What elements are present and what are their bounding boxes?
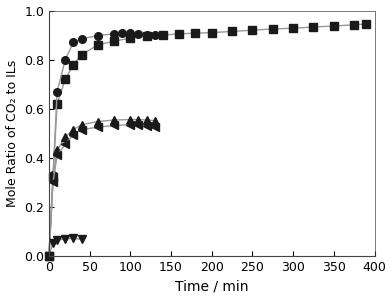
[TETA]L2 (144, 124, 149, 128)
[TETA]L (63, 77, 67, 81)
[DEA]L2 (79, 237, 84, 241)
Line: [DEA]L: [DEA]L (45, 116, 159, 260)
[TETA]L2 (51, 181, 55, 184)
[TETA][Tfa] (144, 33, 149, 36)
[TETA]L (364, 22, 369, 26)
X-axis label: Time / min: Time / min (175, 280, 249, 293)
[DEA]L (47, 254, 51, 258)
[TETA][Tfa] (71, 41, 76, 44)
[TETA]L (230, 30, 234, 33)
[DEA]L (55, 149, 60, 152)
[DEA]L2 (47, 254, 51, 258)
Line: [TETA]L: [TETA]L (45, 20, 370, 260)
[TETA]L (79, 53, 84, 57)
[TETA]L2 (136, 123, 141, 127)
[TETA]L (291, 26, 296, 30)
[TETA][Tfa] (152, 33, 157, 37)
[TETA][Tfa] (55, 90, 60, 93)
[TETA][Tfa] (63, 58, 67, 61)
Y-axis label: Mole Ratio of CO₂ to ILs: Mole Ratio of CO₂ to ILs (5, 60, 18, 207)
[TETA]L (128, 36, 133, 40)
[DEA]L2 (55, 238, 60, 242)
[TETA]L (193, 31, 198, 35)
[DEA]L (128, 118, 133, 121)
[TETA]L (112, 39, 116, 43)
[TETA]L (71, 63, 76, 66)
[TETA]L2 (152, 125, 157, 129)
[TETA]L (311, 25, 316, 29)
[TETA]L2 (55, 154, 60, 157)
[TETA]L2 (47, 254, 51, 258)
[TETA]L (55, 102, 60, 106)
[TETA][Tfa] (112, 32, 116, 36)
[TETA][Tfa] (120, 31, 125, 35)
Line: [TETA][Tfa]: [TETA][Tfa] (45, 29, 159, 260)
[TETA]L2 (112, 124, 116, 127)
[TETA][Tfa] (136, 32, 141, 36)
[TETA]L (161, 33, 165, 37)
[DEA]L (71, 128, 76, 131)
[DEA]L (79, 123, 84, 126)
[TETA]L (332, 24, 336, 28)
[DEA]L (112, 118, 116, 122)
[DEA]L2 (71, 237, 76, 240)
[TETA]L (95, 43, 100, 47)
[TETA]L (352, 23, 356, 27)
[TETA]L (144, 35, 149, 38)
[TETA]L (51, 176, 55, 179)
[TETA]L2 (128, 123, 133, 126)
[DEA]L (63, 135, 67, 139)
[DEA]L2 (51, 241, 55, 244)
[TETA]L2 (79, 128, 84, 131)
[TETA]L (177, 32, 181, 36)
[TETA]L2 (71, 133, 76, 136)
[TETA][Tfa] (95, 34, 100, 37)
[TETA]L (270, 27, 275, 31)
[DEA]L2 (63, 237, 67, 241)
Line: [TETA]L2: [TETA]L2 (45, 121, 159, 260)
[DEA]L (51, 176, 55, 179)
[TETA][Tfa] (79, 37, 84, 41)
[TETA]L2 (95, 125, 100, 129)
[TETA][Tfa] (128, 31, 133, 35)
[DEA]L (152, 119, 157, 122)
[TETA][Tfa] (51, 173, 55, 177)
Line: [DEA]L2: [DEA]L2 (45, 234, 85, 260)
[TETA]L (250, 28, 255, 32)
[TETA][Tfa] (47, 254, 51, 258)
[TETA]L2 (63, 143, 67, 146)
[DEA]L (95, 120, 100, 123)
[TETA]L (47, 254, 51, 258)
[TETA]L (209, 31, 214, 34)
[DEA]L (136, 118, 141, 121)
[DEA]L (144, 118, 149, 122)
